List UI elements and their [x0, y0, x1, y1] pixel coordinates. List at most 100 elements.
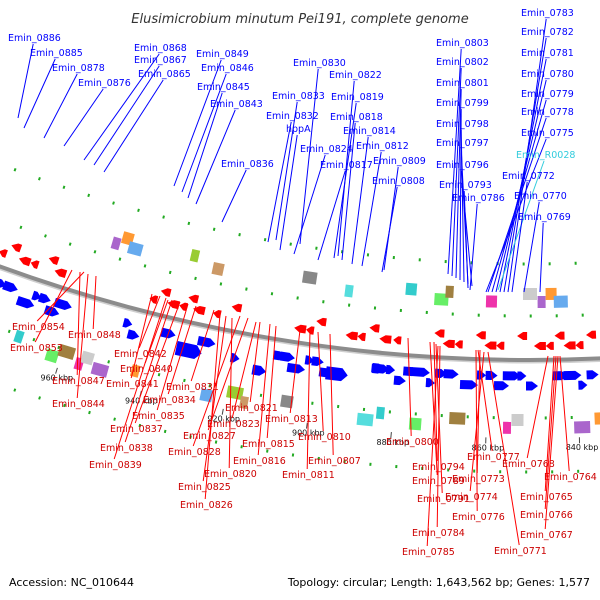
- reverse-gene-arrow: [379, 335, 392, 344]
- forward-gene-arrow: [53, 297, 72, 310]
- reverse-leader-line: [329, 333, 334, 456]
- function-block: [449, 412, 466, 425]
- forward-gene-label: Emin_0780: [521, 69, 574, 80]
- forward-gene-label: Emin_0876: [78, 78, 131, 89]
- forward-gene-arrow: [525, 381, 538, 391]
- reverse-gene-arrow: [393, 336, 402, 345]
- reverse-leader-line: [190, 309, 215, 382]
- function-block: [511, 413, 524, 427]
- scale-tick-label: 860 kbp: [472, 443, 505, 452]
- reverse-gene-arrow: [179, 302, 189, 312]
- reverse-gene-arrow: [193, 305, 206, 316]
- reverse-gene-arrow: [554, 331, 565, 340]
- reverse-leader-line: [144, 299, 169, 364]
- forward-gene-arrow: [311, 356, 324, 367]
- reverse-gene-label: Emin_0773: [452, 474, 505, 485]
- forward-gene-label: Emin_0801: [436, 78, 489, 89]
- forward-gene-label: Emin_0878: [52, 63, 105, 74]
- forward-gene-label: Emin_0793: [439, 180, 492, 191]
- reverse-gene-label: Emin_0774: [445, 492, 498, 503]
- reverse-gene-arrow: [0, 249, 8, 258]
- reverse-gene-label: Emin_0821: [225, 403, 278, 414]
- reverse-leader-line: [76, 273, 89, 399]
- reverse-leader-line: [407, 337, 412, 437]
- forward-gene-arrow: [31, 290, 42, 301]
- function-block: [523, 288, 537, 300]
- forward-gene-label: Emin_0885: [30, 48, 83, 59]
- reverse-leader-line: [156, 303, 189, 411]
- reverse-gene-label: Emin_0776: [452, 512, 505, 523]
- function-block: [126, 241, 144, 257]
- reverse-leader-line: [257, 323, 271, 456]
- reverse-leader-line: [436, 345, 441, 528]
- forward-gene-label: Emin_0819: [331, 92, 384, 103]
- forward-leader-line: [173, 59, 222, 187]
- reverse-gene-arrow: [545, 341, 554, 350]
- reverse-gene-label: Emin_0831: [166, 382, 219, 393]
- forward-gene-label: Emin_0822: [329, 70, 382, 81]
- forward-gene-label: Emin_0797: [436, 138, 489, 149]
- forward-leader-line: [267, 121, 292, 243]
- forward-gene-label: Emin_0783: [521, 8, 574, 19]
- forward-leader-line: [221, 169, 247, 223]
- reverse-leader-line: [544, 355, 555, 492]
- forward-gene-label: Emin_0832: [266, 111, 319, 122]
- reverse-gene-label: Emin_0811: [282, 470, 335, 481]
- forward-leader-line: [447, 48, 462, 275]
- reverse-leader-line: [266, 325, 277, 439]
- map-title: Elusimicrobium minutum Pei191, complete …: [131, 12, 468, 27]
- function-block: [110, 236, 122, 251]
- reverse-gene-arrow: [294, 324, 307, 334]
- forward-gene-label: Emin_0778: [521, 107, 574, 118]
- forward-gene-arrow: [0, 277, 7, 289]
- reverse-gene-label: Emin_0784: [412, 528, 465, 539]
- forward-gene-label: Emin_0775: [521, 128, 574, 139]
- reverse-leader-line: [130, 293, 153, 379]
- reverse-gene-arrow: [533, 341, 546, 350]
- forward-leader-line: [299, 68, 319, 245]
- reverse-gene-label: Emin_0777: [467, 452, 520, 463]
- reverse-leader-line: [228, 317, 233, 469]
- reverse-leader-line: [306, 329, 311, 470]
- forward-leader-line: [455, 88, 462, 279]
- forward-gene-arrow: [174, 341, 202, 360]
- function-block: [57, 343, 77, 360]
- reverse-gene-label: Emin_0848: [68, 330, 121, 341]
- reverse-gene-arrow: [369, 324, 380, 333]
- reverse-leader-line: [429, 341, 438, 476]
- forward-gene-label: Emin_0836: [221, 159, 274, 170]
- forward-gene-arrow: [325, 366, 348, 382]
- forward-leader-line: [523, 201, 540, 293]
- function-block: [434, 292, 449, 306]
- forward-gene-arrow: [493, 381, 509, 391]
- reverse-gene-label: Emin_0844: [52, 399, 105, 410]
- reverse-gene-arrow: [54, 268, 68, 279]
- forward-leader-line: [187, 92, 223, 199]
- forward-label-layer: Emin_0886 Emin_0885 Emin_0878 Emin_0876 Emin…: [8, 8, 575, 293]
- forward-leader-line: [361, 151, 382, 267]
- reverse-leader-line: [289, 329, 301, 414]
- reverse-gene-label: Emin_0825: [178, 482, 231, 493]
- forward-leader-line: [293, 154, 326, 255]
- reverse-gene-arrow: [454, 340, 463, 349]
- reverse-gene-label: Emin_0820: [204, 469, 257, 480]
- reverse-gene-label: Emin_0826: [180, 500, 233, 511]
- scale-tick-label: 940 kbp: [125, 397, 158, 406]
- forward-leader-line: [451, 67, 462, 277]
- reverse-leader-line: [559, 355, 570, 472]
- forward-leader-line: [195, 109, 236, 205]
- forward-gene-arrow: [411, 367, 430, 377]
- forward-gene-label: Emin_0814: [343, 126, 396, 137]
- reverse-gene-label: Emin_0838: [100, 443, 153, 454]
- reverse-leader-line: [92, 275, 97, 330]
- forward-gene-arrow: [37, 292, 51, 304]
- reverse-gene-arrow: [160, 288, 172, 297]
- forward-gene-arrow: [502, 371, 521, 381]
- forward-leader-line: [103, 79, 164, 173]
- scale-tick-label: 960 kbp: [41, 373, 74, 382]
- reverse-gene-label: Emin_0823: [207, 419, 260, 430]
- reverse-gene-label: Emin_0840: [120, 364, 173, 375]
- function-block: [553, 295, 568, 308]
- reverse-gene-arrow: [434, 329, 445, 338]
